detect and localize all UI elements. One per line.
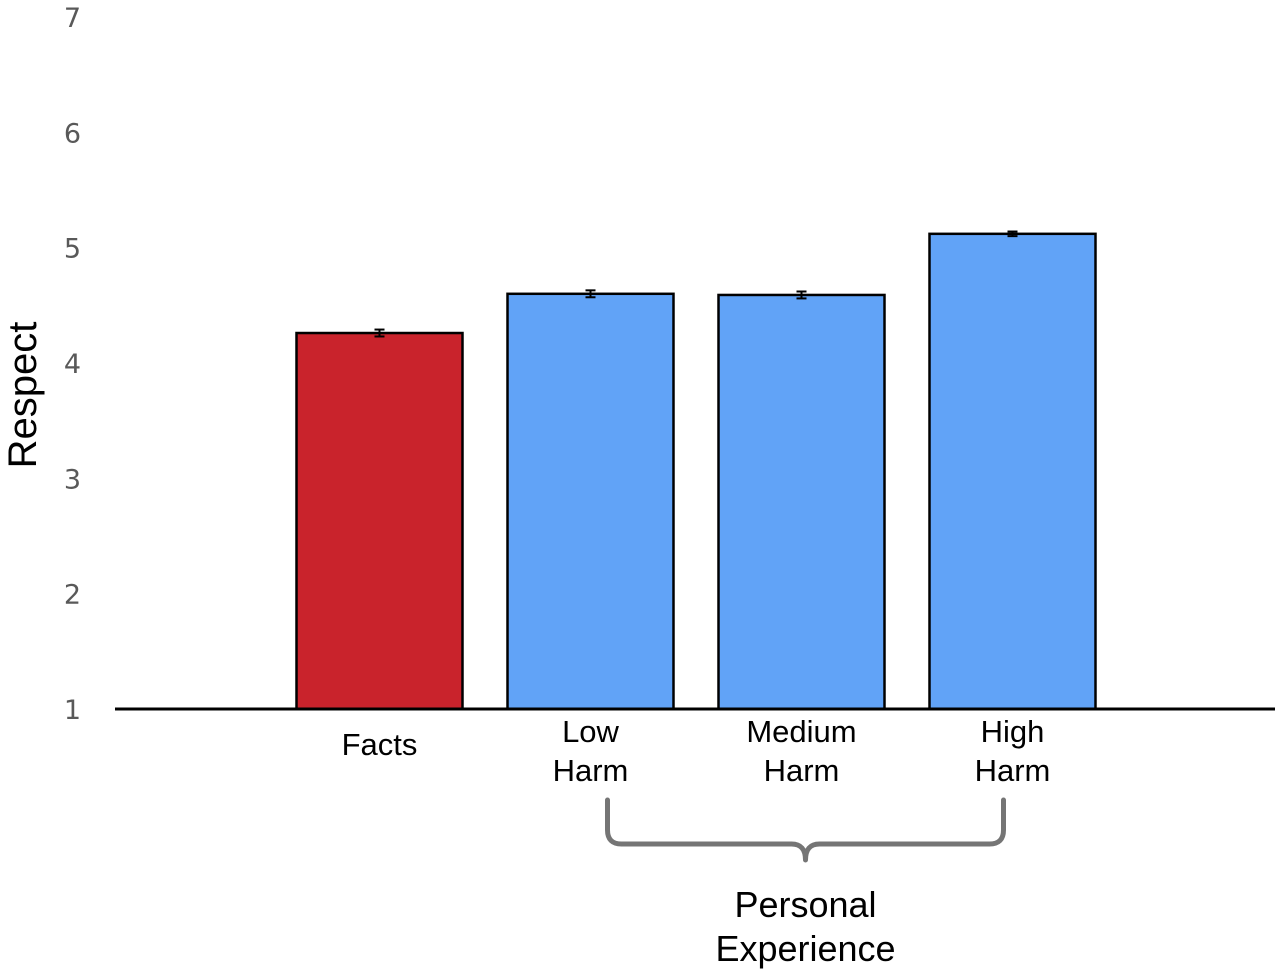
y-axis-ticks: 1 2 3 4 5 6 7	[64, 3, 81, 726]
error-bar	[1007, 230, 1018, 238]
bars	[295, 232, 1097, 711]
error-bar	[585, 289, 596, 299]
y-tick-label: 6	[64, 118, 81, 149]
y-tick-label: 5	[64, 234, 81, 265]
x-tick-label: Low Harm	[553, 714, 629, 788]
y-tick-label: 7	[64, 3, 81, 34]
category-labels: Facts Low Harm Medium Harm High Harm	[342, 714, 1051, 788]
x-tick-label: Facts	[342, 727, 418, 762]
bar	[506, 292, 675, 711]
bar	[928, 232, 1097, 711]
bar	[295, 331, 464, 711]
y-tick-label: 1	[64, 695, 81, 726]
error-bar	[374, 328, 385, 338]
group-bracket	[605, 797, 1006, 863]
group-label: Personal Experience	[715, 884, 895, 969]
x-tick-label: Medium Harm	[746, 714, 856, 788]
error-bar	[796, 290, 807, 300]
y-tick-label: 2	[64, 580, 81, 611]
x-tick-label: High Harm	[975, 714, 1051, 788]
y-axis-label: Respect	[1, 322, 45, 469]
bar	[717, 293, 886, 711]
y-tick-label: 3	[64, 464, 81, 495]
y-tick-label: 4	[64, 349, 81, 380]
error-bars	[374, 230, 1018, 338]
